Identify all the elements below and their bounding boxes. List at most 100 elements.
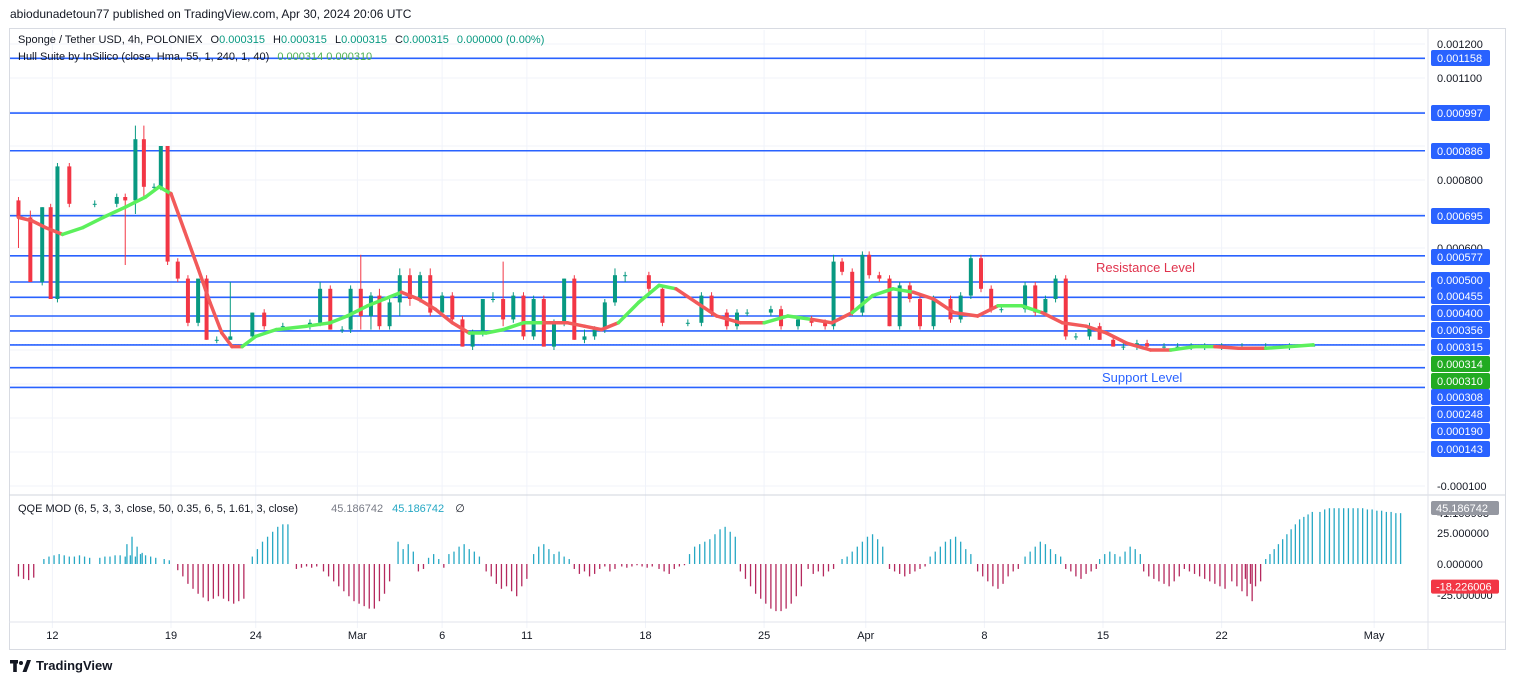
- qqe-label[interactable]: QQE MOD (6, 5, 3, 3, close, 50, 0.35, 6,…: [18, 503, 299, 515]
- candle-body: [660, 288, 665, 323]
- symbol-label[interactable]: Sponge / Tether USD, 4h, POLONIEX: [18, 34, 203, 46]
- qqe-axis-tick: 25.000000: [1437, 528, 1489, 540]
- price-tag-label: 0.000500: [1437, 275, 1483, 287]
- candle-body: [397, 275, 402, 303]
- hull-segment: [891, 287, 915, 294]
- candle-body: [204, 278, 209, 340]
- candle-body: [831, 261, 836, 327]
- hull-segment: [762, 314, 790, 325]
- candle-body: [699, 295, 704, 323]
- time-axis-tick: 25: [758, 630, 770, 642]
- candle-body: [1043, 299, 1048, 313]
- hull-label[interactable]: Hull Suite by InSilico (close, Hma, 55, …: [18, 51, 270, 63]
- symbol-legend[interactable]: Sponge / Tether USD, 4h, POLONIEX O0.000…: [18, 34, 544, 46]
- hull-segment: [240, 334, 258, 349]
- ohlc-close-key: C: [395, 34, 403, 46]
- hull-values: 0.000314 0.000310: [277, 51, 373, 63]
- candle-body: [501, 299, 506, 320]
- hull-segment: [1040, 310, 1065, 325]
- hull-segment: [345, 304, 370, 318]
- candle-body: [1023, 285, 1028, 310]
- time-axis-tick: 19: [165, 630, 177, 642]
- candle-body: [685, 322, 690, 324]
- price-tag: [1431, 356, 1490, 372]
- candle-body: [602, 302, 607, 330]
- candle-body: [1175, 346, 1180, 348]
- candle-body: [340, 329, 345, 331]
- price-tag: [1431, 406, 1490, 422]
- candle-body: [897, 285, 902, 327]
- time-axis-tick: Apr: [857, 630, 874, 642]
- time-axis-tick: 15: [1097, 630, 1109, 642]
- candle-body: [152, 186, 157, 188]
- candle-body: [734, 312, 739, 327]
- candle-body: [1097, 326, 1102, 340]
- candle-body: [133, 139, 138, 201]
- candle-body: [377, 295, 382, 327]
- candle-body: [28, 217, 33, 282]
- hull-segment: [599, 321, 621, 332]
- hull-segment: [830, 310, 854, 325]
- hull-segment: [365, 297, 387, 308]
- qqe-settings-icon[interactable]: ∅: [455, 503, 465, 515]
- candle-body: [92, 203, 97, 205]
- hull-segment: [786, 314, 814, 322]
- candle-body: [141, 139, 146, 187]
- hull-segment: [16, 215, 34, 223]
- candle-body: [968, 258, 973, 296]
- price-tag-label: 0.000248: [1437, 409, 1483, 421]
- candle-body: [918, 299, 923, 327]
- hull-segment: [1287, 343, 1315, 349]
- hull-segment: [30, 219, 48, 230]
- hull-segment: [952, 310, 980, 318]
- hull-segment: [1124, 341, 1153, 352]
- candle-body: [623, 275, 628, 277]
- candle-body: [328, 288, 333, 330]
- candle-body: [1033, 285, 1038, 313]
- candle-body: [480, 299, 485, 333]
- candle-body: [185, 278, 190, 323]
- hull-segment: [1104, 331, 1129, 345]
- candle-body: [228, 336, 233, 340]
- tradingview-logo[interactable]: TradingView: [10, 658, 112, 673]
- candle-body: [931, 299, 936, 327]
- hull-segment: [501, 321, 526, 332]
- candle-body: [262, 312, 267, 327]
- candle-body: [860, 254, 865, 313]
- hull-segment: [253, 327, 278, 339]
- qqe-axis-tick: 0.000000: [1437, 559, 1483, 571]
- candle-body: [823, 322, 828, 327]
- price-tag: [1431, 339, 1490, 355]
- ohlc-close-value: 0.000315: [402, 34, 449, 46]
- time-axis-tick: 12: [46, 630, 58, 642]
- qqe-value-tag-label: -18.226006: [1436, 582, 1492, 594]
- time-axis-tick: 18: [639, 630, 651, 642]
- hull-segment: [143, 185, 161, 199]
- candle-body: [867, 254, 872, 276]
- price-tag: [1431, 50, 1490, 66]
- publisher-line: abiodunadetoun77 published on TradingVie…: [10, 7, 412, 21]
- candle-body: [1145, 343, 1150, 347]
- hull-segment: [196, 266, 212, 305]
- qqe-legend[interactable]: QQE MOD (6, 5, 3, 3, close, 50, 0.35, 6,…: [18, 502, 465, 515]
- price-tag-label: 0.000190: [1437, 426, 1483, 438]
- candle-body: [646, 275, 651, 289]
- candle-body: [1053, 278, 1058, 299]
- hull-segment: [382, 290, 404, 301]
- tradingview-logo-icon: [10, 659, 32, 673]
- hull-segment: [809, 317, 834, 325]
- hull-segment: [433, 307, 455, 325]
- hull-segment: [870, 287, 895, 298]
- candle-body: [450, 295, 455, 320]
- candle-body: [887, 278, 892, 327]
- time-axis-tick: 24: [250, 630, 262, 642]
- candle-body: [1111, 339, 1116, 347]
- hull-segment: [1263, 344, 1292, 351]
- hull-segment: [60, 225, 85, 237]
- price-tag-label: 0.000315: [1437, 342, 1483, 354]
- hull-legend[interactable]: Hull Suite by InSilico (close, Hma, 55, …: [18, 51, 372, 63]
- candle-body: [318, 288, 323, 323]
- hull-segment: [220, 331, 234, 349]
- hull-segment: [636, 283, 661, 305]
